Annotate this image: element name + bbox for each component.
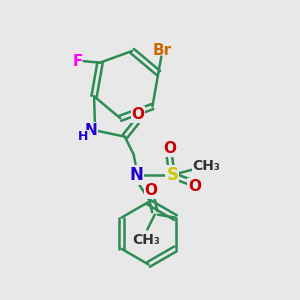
Text: H: H <box>78 130 88 143</box>
Text: N: N <box>130 166 144 184</box>
Text: S: S <box>166 166 178 184</box>
Text: CH₃: CH₃ <box>132 233 160 247</box>
Text: O: O <box>164 141 177 156</box>
Text: O: O <box>188 179 201 194</box>
Text: O: O <box>145 183 158 198</box>
Text: Br: Br <box>152 43 172 58</box>
Text: F: F <box>73 54 83 69</box>
Text: CH₃: CH₃ <box>193 159 220 173</box>
Text: O: O <box>132 107 145 122</box>
Text: N: N <box>84 123 97 138</box>
